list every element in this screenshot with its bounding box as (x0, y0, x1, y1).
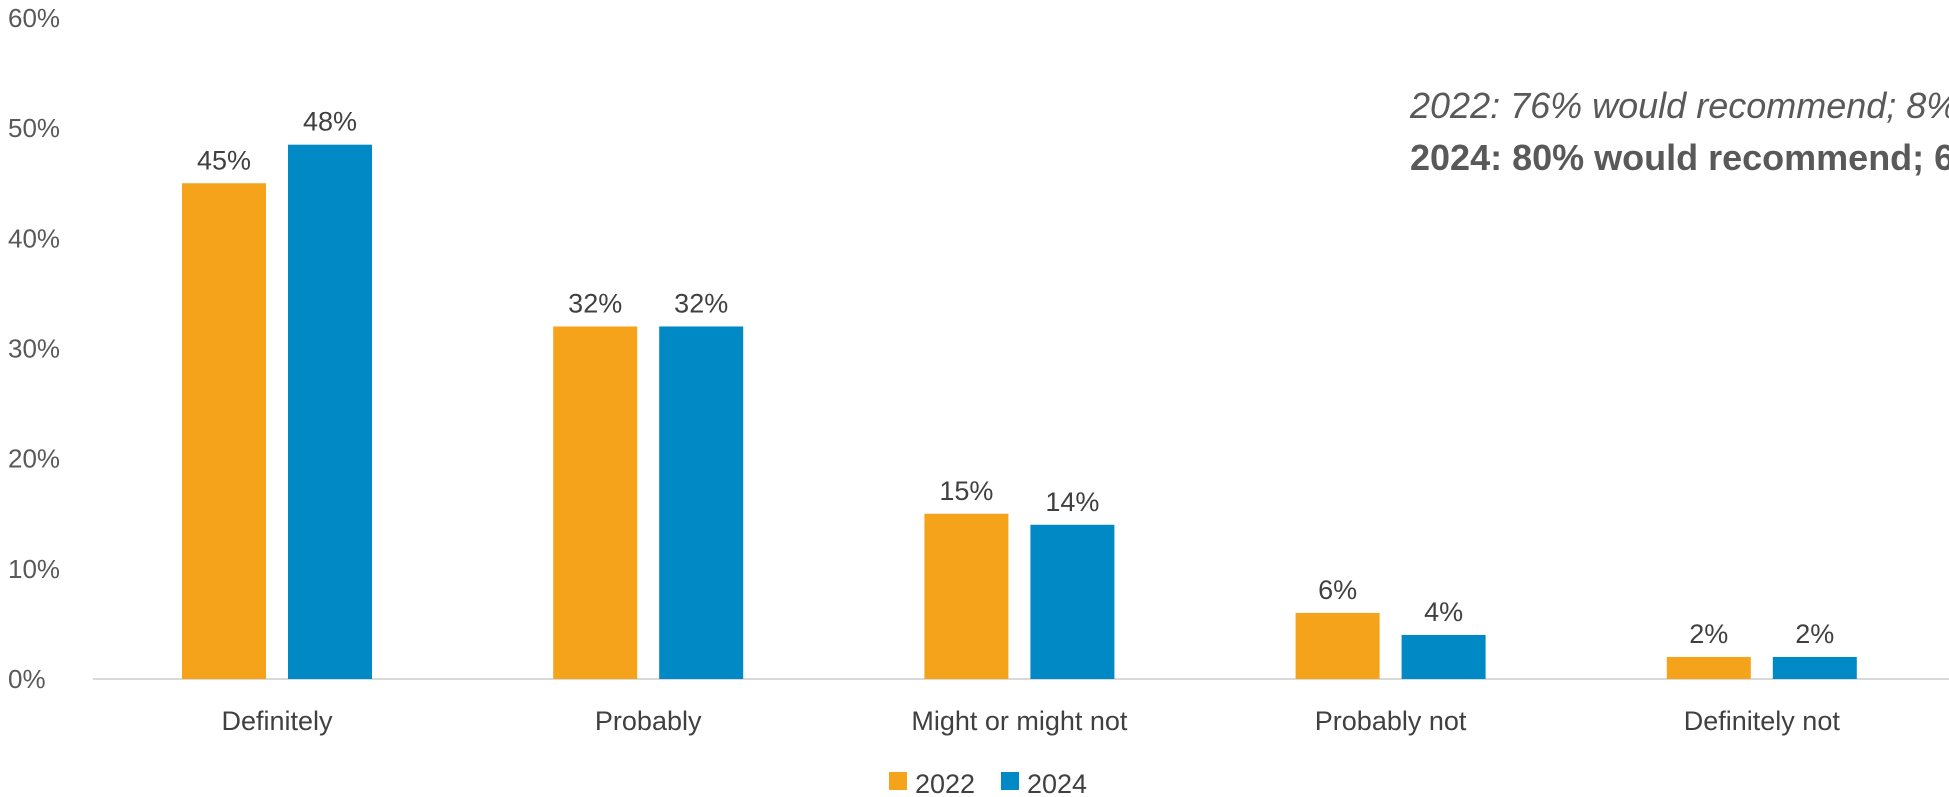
y-tick-label: 30% (8, 334, 60, 364)
data-label-2024-2: 14% (1045, 487, 1099, 517)
bar-2024-4 (1772, 656, 1857, 679)
data-label-2024-4: 2% (1795, 619, 1834, 649)
y-tick-label: 0% (8, 664, 46, 694)
bars-group: 45% 48% 32% 32% 15% 14% 6% 4% 2% 2% (182, 107, 1857, 680)
y-tick-label: 20% (8, 444, 60, 474)
data-label-2022-3: 6% (1318, 575, 1357, 605)
data-label-2024-0: 48% (303, 107, 357, 137)
category-label-2: Might or might not (911, 706, 1128, 736)
legend-label-2024: 2024 (1027, 769, 1087, 797)
annotation-2022: 2022: 76% would recommend; 8% would not (1409, 85, 1949, 126)
y-axis: 0% 10% 20% 30% 40% 50% 60% (8, 3, 60, 694)
category-label-3: Probably not (1315, 706, 1467, 736)
bar-2022-3 (1295, 612, 1380, 679)
y-tick-label: 50% (8, 113, 60, 143)
bar-2022-1 (553, 326, 638, 679)
bar-2022-2 (924, 513, 1009, 679)
data-label-2024-3: 4% (1424, 597, 1463, 627)
annotation-group: 2022: 76% would recommend; 8% would not … (1409, 85, 1949, 178)
bar-2024-3 (1401, 634, 1486, 679)
bar-2024-1 (659, 326, 744, 679)
bar-2022-0 (182, 183, 266, 679)
y-tick-label: 60% (8, 3, 60, 33)
data-label-2022-2: 15% (939, 476, 993, 506)
legend-swatch-2024 (1001, 772, 1019, 790)
bar-2022-4 (1666, 656, 1751, 679)
data-label-2022-1: 32% (568, 288, 622, 318)
data-label-2022-4: 2% (1689, 619, 1728, 649)
legend-swatch-2022 (889, 772, 907, 790)
bar-2024-0 (288, 144, 372, 680)
data-label-2024-1: 32% (674, 288, 728, 318)
y-tick-label: 40% (8, 223, 60, 253)
category-labels: Definitely Probably Might or might not Prob… (221, 706, 1840, 736)
category-label-0: Definitely (221, 706, 333, 736)
category-label-1: Probably (595, 706, 702, 736)
bar-2024-2 (1030, 524, 1115, 679)
data-label-2022-0: 45% (197, 145, 251, 175)
annotation-2024: 2024: 80% would recommend; 6% would not (1410, 137, 1949, 178)
legend-label-2022: 2022 (915, 769, 975, 797)
legend: 2022 2024 (889, 769, 1087, 797)
category-label-4: Definitely not (1684, 706, 1841, 736)
y-tick-label: 10% (8, 554, 60, 584)
